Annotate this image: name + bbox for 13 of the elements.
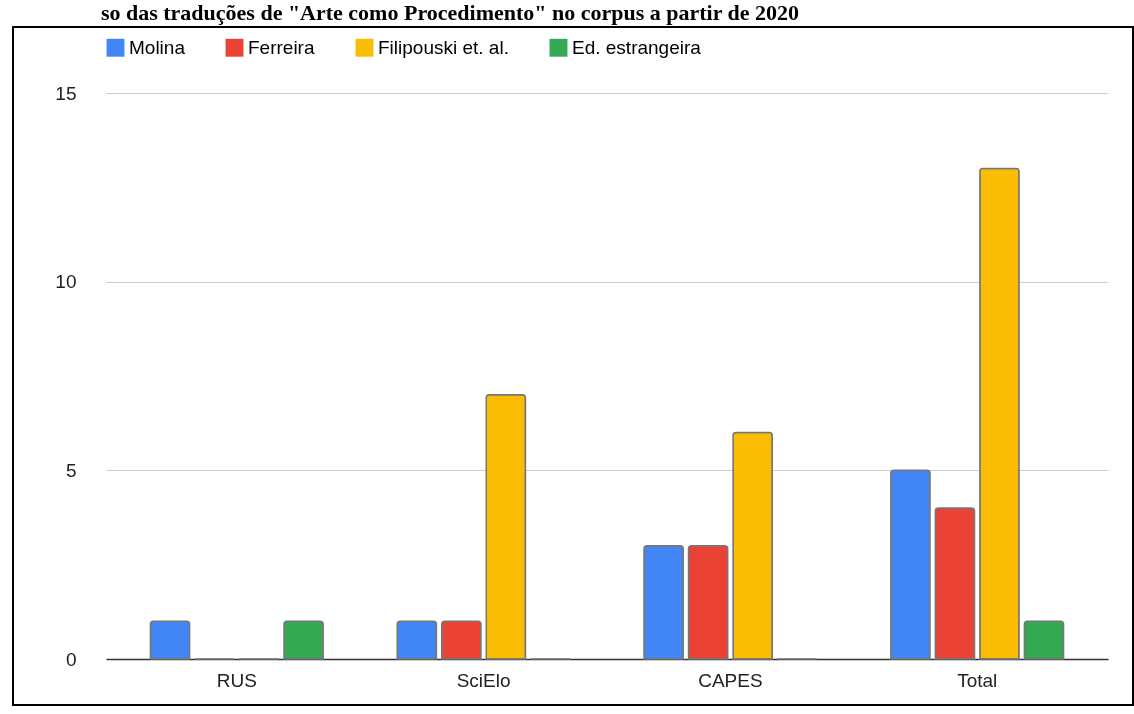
legend-label: Filipouski et. al. xyxy=(378,36,509,58)
x-tick-label: CAPES xyxy=(698,669,763,691)
y-tick-label: 5 xyxy=(65,459,77,481)
chart-title: so das traduções de "Arte como Procedimento" no corpus a partir de 2020 xyxy=(99,0,801,26)
y-tick-label: 10 xyxy=(55,271,77,293)
x-tick-label: SciElo xyxy=(456,669,511,691)
legend-label: Ed. estrangeira xyxy=(572,36,702,58)
x-tick-label: Total xyxy=(957,669,998,691)
y-tick-label: 0 xyxy=(65,648,77,670)
y-tick-label: 15 xyxy=(55,82,77,104)
legend-label: Ferreira xyxy=(248,36,315,58)
x-tick-label: RUS xyxy=(216,669,257,691)
legend-label: Molina xyxy=(129,36,186,58)
